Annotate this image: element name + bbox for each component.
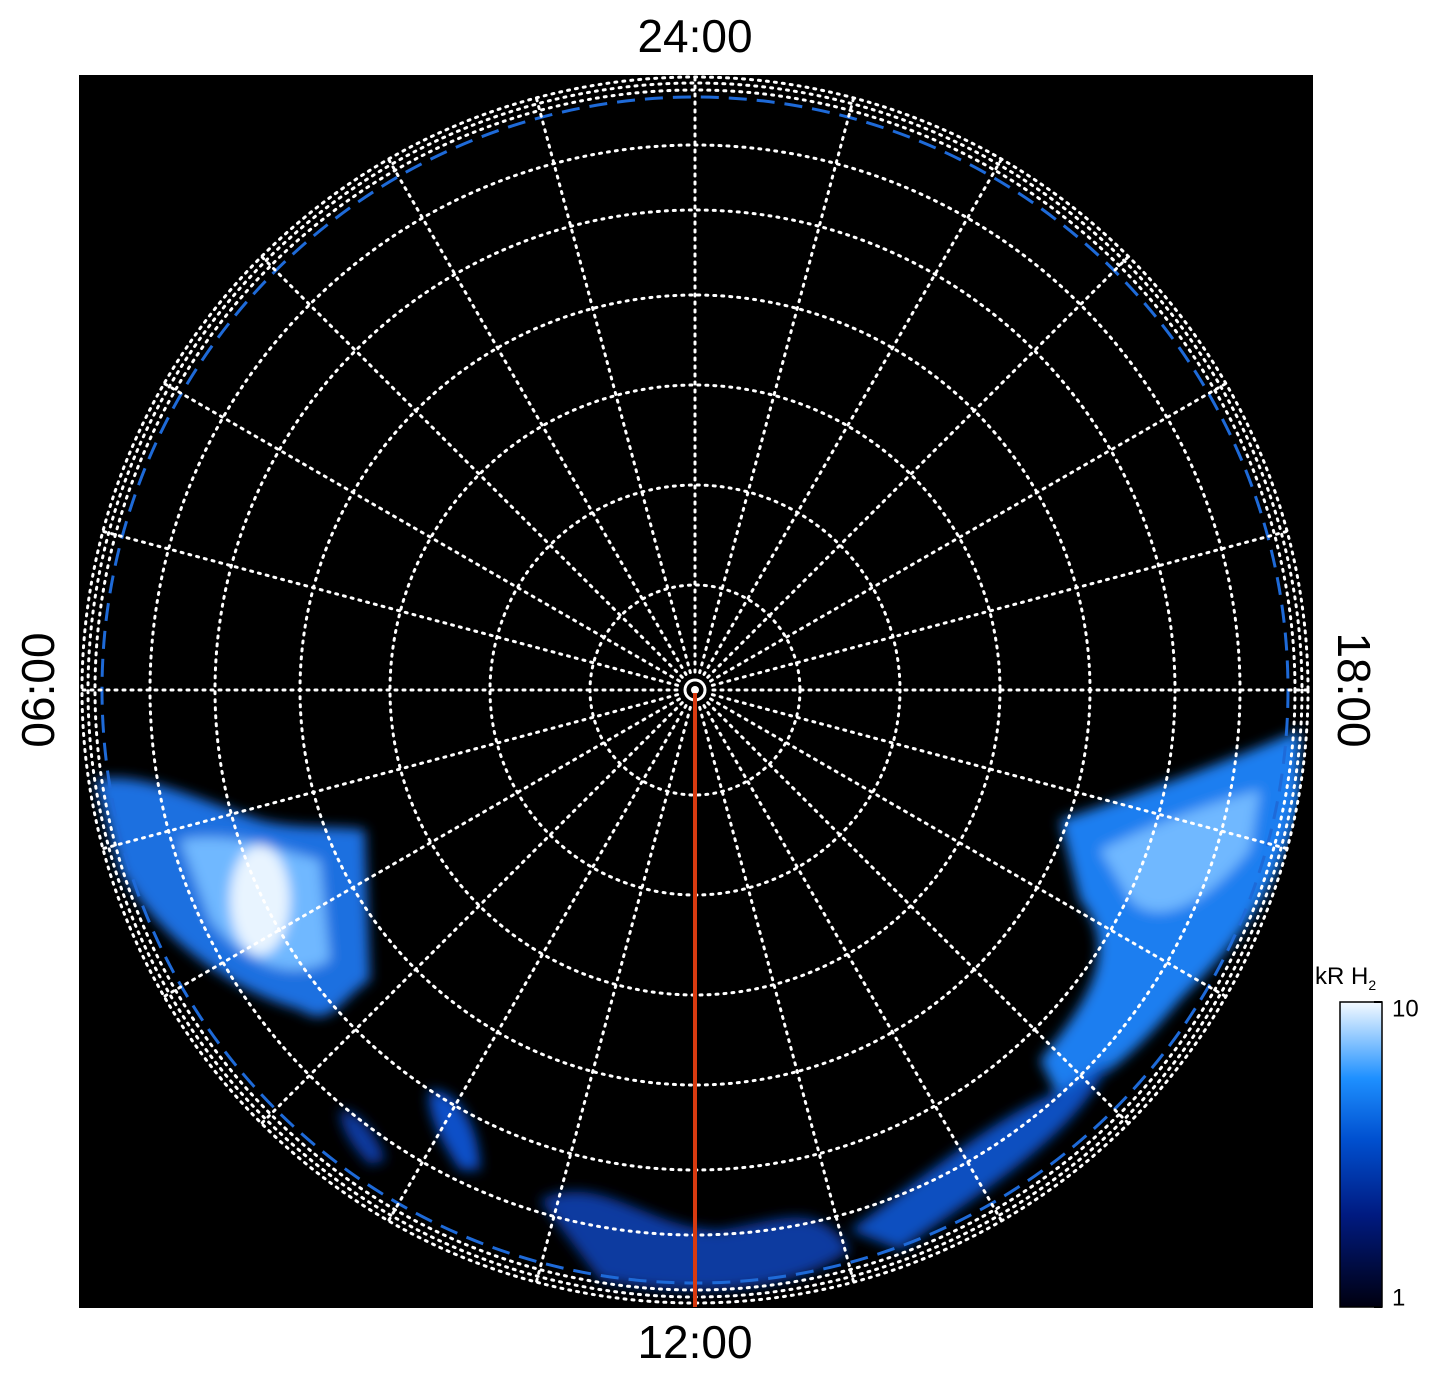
grid-spoke [702,704,1003,1223]
grid-spoke [534,96,692,675]
grid-spoke [698,96,856,675]
grid-spoke [387,704,688,1223]
aurora-dawn-bright [230,845,290,955]
grid-spoke [710,529,1289,687]
grid-spoke [260,255,684,679]
grid-spoke [101,693,680,851]
aurora-spot [429,1090,480,1170]
grid-spoke [101,529,680,687]
grid-spoke [534,705,692,1284]
grid-circle [93,88,1297,1292]
grid-spoke [709,382,1228,683]
grid-spoke [698,705,856,1284]
aurora-dusk-core [1100,790,1260,912]
colorbar [1339,1001,1383,1308]
aurora-dusk-tail [850,1060,1110,1250]
grid-spoke [162,697,681,998]
grid-spoke [387,157,688,676]
angle-label: 06:00 [12,632,64,747]
grid-spoke [709,697,1228,998]
colorbar-tick-label: 1 [1392,1284,1405,1311]
grid-spoke [702,157,1003,676]
aurora-spot [340,1110,385,1165]
colorbar-label-sub: 2 [1368,977,1376,993]
grid-spoke [706,701,1130,1125]
colorbar-ticks: 1 10 [1374,995,1419,1311]
grid-spoke [706,255,1130,679]
colorbar-tick-label: 10 [1392,995,1419,1022]
colorbar-label-text: kR H [1315,963,1368,990]
angle-label: 24:00 [637,10,752,62]
grid-spoke [260,701,684,1125]
grid-spoke [710,693,1289,851]
grid-spoke [162,382,681,683]
colorbar-label: kR H2 [1315,963,1376,992]
angle-label: 12:00 [637,1316,752,1368]
pole-marker [691,686,699,694]
angle-label: 18:00 [1328,632,1380,747]
